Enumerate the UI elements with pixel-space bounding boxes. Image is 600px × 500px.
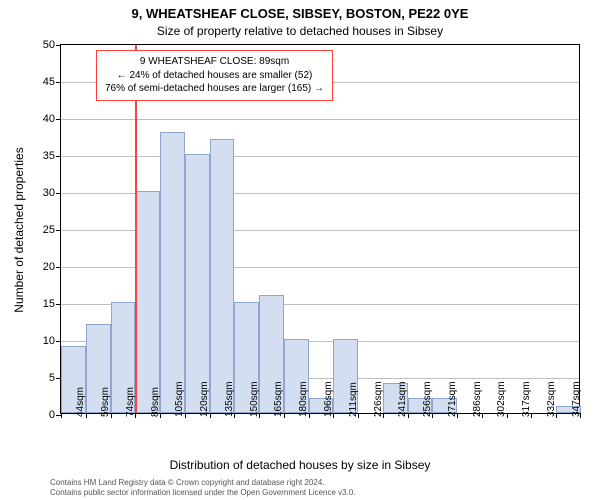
annotation-line: ← 24% of detached houses are smaller (52… [105, 69, 324, 83]
y-tick-label: 50 [43, 39, 55, 51]
x-tick-mark [210, 413, 211, 418]
bar [160, 132, 185, 413]
x-tick-mark [507, 413, 508, 418]
x-tick-label: 211sqm [348, 382, 359, 417]
y-tick-mark [56, 82, 61, 83]
x-tick-mark [86, 413, 87, 418]
y-tick-label: 20 [43, 261, 55, 273]
x-tick-mark [580, 413, 581, 418]
y-tick-label: 15 [43, 298, 55, 310]
annotation-box: 9 WHEATSHEAF CLOSE: 89sqm← 24% of detach… [96, 50, 333, 101]
x-tick-mark [333, 413, 334, 418]
x-tick-label: 120sqm [199, 381, 210, 417]
y-tick-mark [56, 193, 61, 194]
x-tick-label: 271sqm [447, 381, 458, 417]
x-tick-mark [432, 413, 433, 418]
footer-line-2: Contains public sector information licen… [50, 488, 356, 498]
y-tick-mark [56, 267, 61, 268]
y-tick-mark [56, 341, 61, 342]
x-tick-label: 332sqm [546, 381, 557, 417]
x-tick-label: 89sqm [150, 387, 161, 417]
x-tick-mark [408, 413, 409, 418]
x-tick-label: 59sqm [100, 387, 111, 417]
y-tick-label: 40 [43, 113, 55, 125]
x-tick-mark [61, 413, 62, 418]
x-tick-label: 302sqm [496, 381, 507, 417]
x-tick-label: 180sqm [298, 381, 309, 417]
x-tick-label: 256sqm [422, 381, 433, 417]
x-tick-label: 150sqm [249, 381, 260, 417]
annotation-line: 9 WHEATSHEAF CLOSE: 89sqm [105, 55, 324, 69]
x-tick-label: 135sqm [224, 381, 235, 417]
footer-line-1: Contains HM Land Registry data © Crown c… [50, 478, 356, 488]
y-tick-mark [56, 156, 61, 157]
y-tick-label: 0 [49, 409, 55, 421]
y-tick-label: 5 [49, 372, 55, 384]
bar [185, 154, 210, 413]
x-tick-label: 347sqm [571, 381, 582, 417]
y-tick-label: 25 [43, 224, 55, 236]
page-title: 9, WHEATSHEAF CLOSE, SIBSEY, BOSTON, PE2… [0, 6, 600, 21]
x-tick-mark [160, 413, 161, 418]
x-tick-label: 241sqm [397, 381, 408, 417]
x-tick-label: 226sqm [373, 381, 384, 417]
y-tick-label: 35 [43, 150, 55, 162]
x-tick-mark [383, 413, 384, 418]
gridline [61, 119, 579, 120]
x-tick-mark [358, 413, 359, 418]
x-tick-label: 196sqm [323, 381, 334, 417]
x-tick-mark [284, 413, 285, 418]
y-tick-mark [56, 304, 61, 305]
x-tick-mark [185, 413, 186, 418]
y-tick-mark [56, 230, 61, 231]
x-tick-label: 105sqm [174, 381, 185, 417]
y-tick-mark [56, 45, 61, 46]
footer-attribution: Contains HM Land Registry data © Crown c… [50, 478, 356, 498]
y-tick-label: 10 [43, 335, 55, 347]
x-axis-label: Distribution of detached houses by size … [0, 458, 600, 472]
y-tick-mark [56, 119, 61, 120]
bar [210, 139, 235, 413]
x-tick-label: 74sqm [125, 387, 136, 417]
x-tick-mark [482, 413, 483, 418]
y-axis-label: Number of detached properties [12, 147, 26, 312]
x-tick-label: 317sqm [521, 381, 532, 417]
x-tick-label: 44sqm [75, 387, 86, 417]
x-tick-mark [259, 413, 260, 418]
x-tick-mark [234, 413, 235, 418]
x-tick-label: 165sqm [273, 381, 284, 417]
bar [135, 191, 160, 413]
x-tick-mark [556, 413, 557, 418]
x-tick-mark [309, 413, 310, 418]
y-tick-label: 45 [43, 76, 55, 88]
y-tick-label: 30 [43, 187, 55, 199]
x-tick-label: 286sqm [472, 381, 483, 417]
x-tick-mark [135, 413, 136, 418]
x-tick-mark [531, 413, 532, 418]
annotation-line: 76% of semi-detached houses are larger (… [105, 82, 324, 96]
page-subtitle: Size of property relative to detached ho… [0, 24, 600, 38]
x-tick-mark [111, 413, 112, 418]
x-tick-mark [457, 413, 458, 418]
gridline [61, 156, 579, 157]
